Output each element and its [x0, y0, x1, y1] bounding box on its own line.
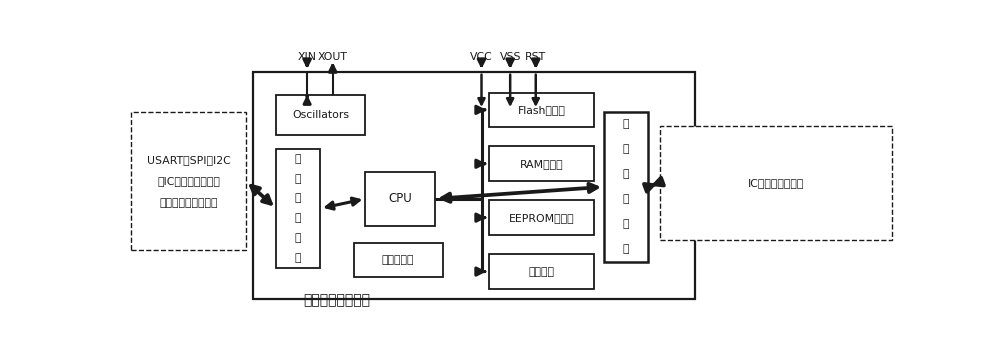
- Text: 接: 接: [295, 233, 301, 243]
- Text: 端主控制器通信接口: 端主控制器通信接口: [159, 198, 218, 208]
- Text: 数: 数: [623, 169, 629, 179]
- Bar: [253, 72, 695, 299]
- Bar: [276, 149, 320, 268]
- Text: 口: 口: [623, 244, 629, 255]
- Text: 口: 口: [295, 253, 301, 263]
- Text: RAM存储器: RAM存储器: [520, 159, 563, 169]
- Text: XIN: XIN: [298, 52, 317, 62]
- Text: USART、SPI、I2C: USART、SPI、I2C: [147, 154, 230, 165]
- Bar: [131, 112, 246, 250]
- Text: 加密模块: 加密模块: [529, 267, 555, 276]
- Text: 二: 二: [295, 173, 301, 184]
- Text: 信息安全管理模块: 信息安全管理模块: [303, 293, 370, 307]
- Text: IC卡信息交据模块: IC卡信息交据模块: [748, 178, 804, 188]
- Text: 接: 接: [623, 219, 629, 229]
- Text: Flash存储器: Flash存储器: [518, 105, 566, 115]
- Text: Oscillators: Oscillators: [292, 110, 349, 120]
- Bar: [604, 112, 648, 262]
- Text: 一: 一: [623, 144, 629, 154]
- Text: XOUT: XOUT: [318, 52, 348, 62]
- Text: 第: 第: [623, 119, 629, 129]
- Text: RST: RST: [525, 52, 546, 62]
- Text: 等IC卡智能热能表终: 等IC卡智能热能表终: [157, 176, 220, 186]
- Bar: [489, 92, 594, 127]
- Text: 据: 据: [295, 213, 301, 223]
- Text: VCC: VCC: [470, 52, 493, 62]
- Bar: [489, 147, 594, 181]
- Bar: [489, 254, 594, 289]
- Bar: [660, 126, 892, 240]
- Text: CPU: CPU: [388, 192, 412, 205]
- Bar: [489, 200, 594, 235]
- Text: VSS: VSS: [499, 52, 521, 62]
- Text: 据: 据: [623, 194, 629, 204]
- Bar: [354, 243, 443, 277]
- Bar: [276, 95, 365, 135]
- Text: 第: 第: [295, 154, 301, 164]
- Bar: [365, 172, 435, 226]
- Text: EEPROM存储器: EEPROM存储器: [509, 213, 574, 223]
- Text: 程序下载口: 程序下载口: [382, 255, 414, 265]
- Text: 数: 数: [295, 194, 301, 204]
